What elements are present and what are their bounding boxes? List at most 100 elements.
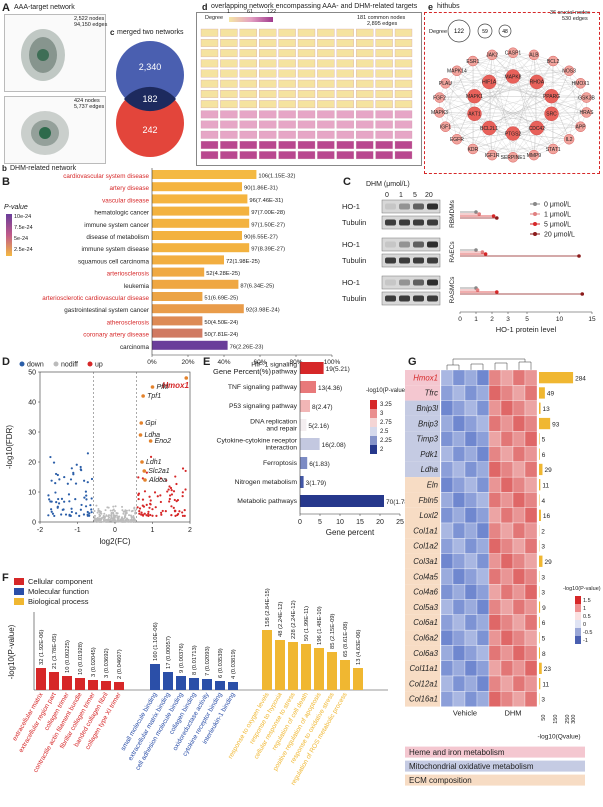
- heatmap-cell: [452, 492, 466, 508]
- overlap-node: [317, 49, 335, 58]
- go-bar: [88, 680, 98, 690]
- blot-band: [413, 219, 424, 226]
- overlap-node: [297, 69, 316, 78]
- volcano-point-down: [75, 463, 78, 466]
- c-series-point: [477, 212, 481, 216]
- aaa-network-graphic: [21, 29, 65, 81]
- volcano-point-down: [70, 507, 73, 510]
- go-bar-label: 32 (1.92E-06): [39, 629, 45, 665]
- kegg-bar-label: 8(2.47): [312, 404, 333, 411]
- hub-gene-label: KDR: [468, 147, 479, 153]
- disease-label: gastrointestinal system cancer: [64, 307, 149, 314]
- disease-label: disease of metabolism: [86, 234, 149, 241]
- overlap-node: [336, 79, 354, 88]
- overlap-node: [394, 110, 413, 119]
- heatmap-cell: [524, 461, 538, 478]
- overlap-node: [239, 79, 257, 88]
- c-legend-marker: [533, 222, 537, 226]
- go-bar-label: 158 (2.84E-15): [265, 588, 271, 627]
- category-legend-label: Heme and iron metabolism: [409, 748, 505, 757]
- volcano-point-down: [85, 498, 88, 501]
- group-label-dhm: DHM: [504, 709, 521, 718]
- pvalue-legend-title: P-value: [4, 204, 28, 211]
- overlap-node: [259, 69, 277, 78]
- volcano-point-nodiff: [130, 515, 133, 518]
- overlap-node: [317, 39, 335, 47]
- volcano-point-nodiff: [93, 510, 96, 513]
- kegg-pathway-label: Ferroptosis: [263, 460, 298, 467]
- volcano-point-up: [137, 476, 140, 479]
- heatmap-bar-tick: 150: [553, 715, 559, 724]
- volcano-gene-label: Pfkl: [157, 384, 169, 391]
- e-x-tick-label: 10: [336, 519, 344, 526]
- blot-band: [385, 203, 396, 210]
- heatmap-cell: [440, 584, 454, 600]
- volcano-point-down: [48, 498, 51, 501]
- c-x-tick-label: 0: [458, 316, 462, 323]
- volcano-point-up: [149, 503, 152, 506]
- overlap-node: [259, 151, 277, 160]
- volcano-point-up: [159, 477, 162, 480]
- volcano-point-down: [88, 512, 91, 515]
- hub-edge: [474, 96, 537, 129]
- disease-bar: [152, 194, 248, 204]
- go-bar: [301, 644, 311, 690]
- e-x-tick-label: 25: [396, 519, 404, 526]
- hub-edge: [445, 81, 490, 127]
- overlap-node: [336, 28, 354, 37]
- heatmap-cell: [440, 614, 454, 631]
- hub-edge: [445, 81, 490, 84]
- overlap-node: [375, 59, 393, 68]
- hub-node: [451, 134, 463, 145]
- volcano-point-nodiff: [112, 512, 115, 515]
- volcano-gene-label: Gpi: [145, 420, 156, 427]
- volcano-point-down: [47, 494, 50, 497]
- hub-edge: [456, 54, 534, 140]
- dhm-network-graphic: [21, 111, 69, 155]
- overlap-node: [200, 100, 219, 109]
- volcano-point-nodiff: [124, 511, 127, 514]
- heatmap-legend-tick: 0: [583, 622, 586, 628]
- overlap-node: [297, 100, 316, 109]
- heatmap-cell: [476, 385, 490, 401]
- volcano-point-nodiff: [117, 515, 120, 518]
- heatmap-cell: [452, 400, 466, 417]
- volcano-point-down: [64, 513, 68, 516]
- volcano-point-nodiff: [121, 509, 124, 512]
- volcano-point-down: [78, 514, 81, 517]
- hub-edge: [439, 52, 514, 113]
- hub-edge: [512, 70, 570, 77]
- volcano-point-up: [169, 486, 173, 490]
- heatmap-cell: [512, 675, 526, 692]
- heatmap-cell: [524, 385, 538, 401]
- panel-letter-a: A: [2, 2, 10, 14]
- panel-a-title: AAA-target network: [14, 4, 75, 11]
- heatmap-cell: [488, 492, 502, 508]
- volcano-point-up: [183, 514, 186, 517]
- overlap-node: [239, 28, 257, 37]
- heatmap-cell: [464, 385, 478, 401]
- kegg-bar-label: 70(1.78): [386, 499, 410, 506]
- heatmap-cell: [512, 400, 526, 417]
- volcano-point-up: [160, 511, 163, 514]
- overlap-node: [239, 49, 257, 58]
- volcano-point-down: [90, 497, 93, 500]
- hub-node: [467, 88, 482, 104]
- heatmap-side-bar-label: 5: [542, 636, 546, 643]
- c-x-tick-label: 3: [506, 316, 510, 323]
- volcano-point-down: [52, 461, 56, 464]
- heatmap-cell: [464, 645, 478, 661]
- heatmap-cell: [476, 431, 490, 447]
- overlap-node: [317, 90, 335, 98]
- volcano-point-down: [69, 514, 72, 517]
- volcano-point-nodiff: [116, 518, 119, 521]
- volcano-point-nodiff: [103, 515, 106, 518]
- disease-label: cardiovascular system disease: [63, 173, 149, 180]
- overlap-node: [336, 110, 354, 119]
- heatmap-cell: [440, 476, 454, 493]
- heatmap-cell: [452, 476, 466, 493]
- volcano-point-up: [168, 497, 171, 501]
- go-bar: [101, 681, 111, 690]
- overlap-node: [394, 151, 413, 160]
